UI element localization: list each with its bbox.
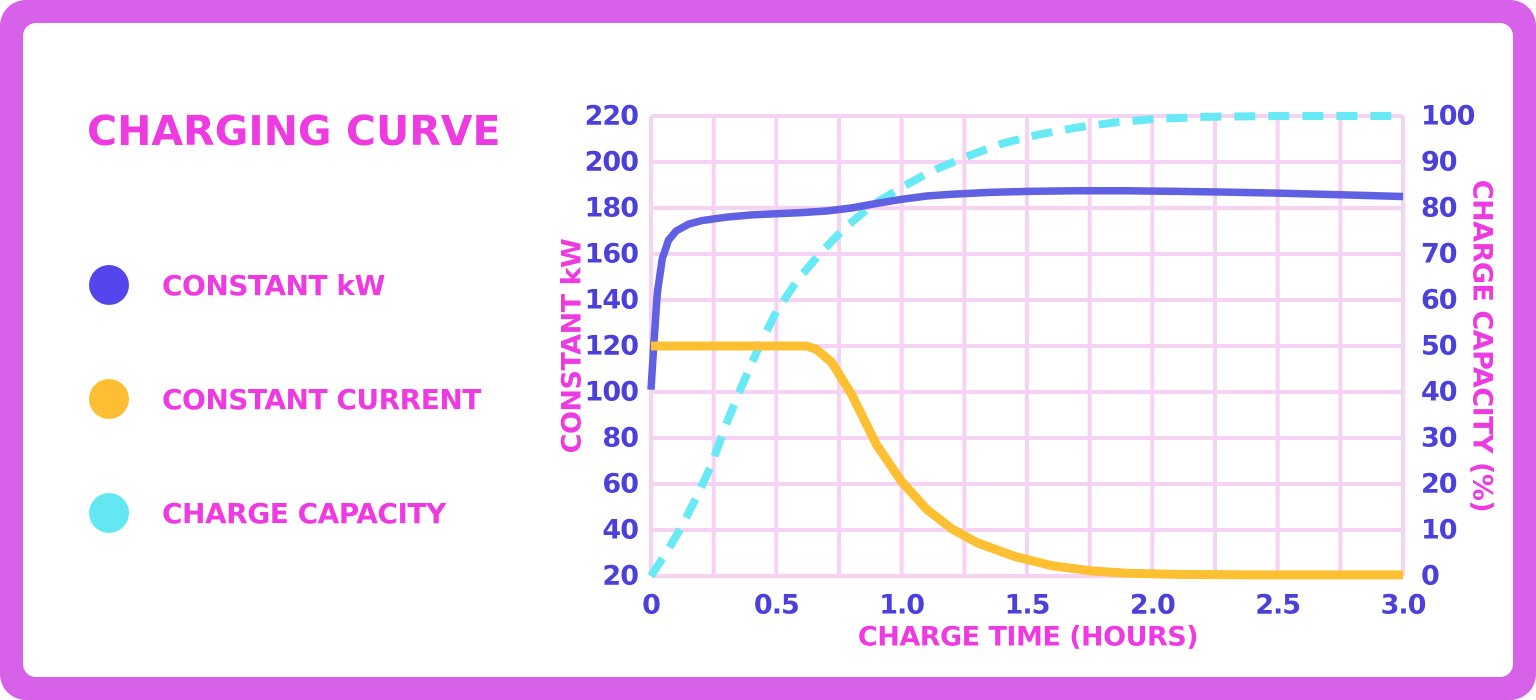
series-charge-capacity	[647, 112, 1403, 579]
y-left-tick: 20	[602, 560, 639, 592]
charging-curve-chart: CONSTANT kW CHARGE CAPACITY (%) CHARGE T…	[23, 23, 1513, 677]
y-right-tick: 20	[1421, 468, 1458, 500]
x-tick: 0	[642, 589, 661, 621]
y-right-axis-title: CHARGE CAPACITY (%)	[1466, 179, 1498, 513]
legend-item-charge-capacity: CHARGE CAPACITY	[89, 493, 446, 533]
y-left-tick: 100	[584, 376, 639, 408]
x-tick: 1.0	[879, 589, 925, 621]
y-right-tick: 10	[1421, 514, 1458, 546]
y-left-tick: 40	[602, 514, 639, 546]
legend-label-constant-kw: CONSTANT kW	[162, 268, 385, 302]
y-right-tick: 30	[1421, 422, 1458, 454]
y-left-tick: 140	[584, 284, 639, 316]
series-constant-kw	[647, 187, 1404, 390]
y-right-tick: 50	[1421, 330, 1458, 362]
y-left-tick: 60	[602, 468, 639, 500]
page-title: CHARGING CURVE	[87, 107, 501, 155]
series-constant-current	[651, 341, 1403, 580]
legend-item-constant-kw: CONSTANT kW	[89, 265, 385, 305]
y-right-tick: 80	[1421, 192, 1458, 224]
legend-item-constant-current: CONSTANT CURRENT	[89, 379, 481, 419]
x-axis-title: CHARGE TIME (HOURS)	[857, 621, 1199, 653]
y-left-tick: 160	[584, 238, 639, 270]
constant-kw-dot-icon	[89, 265, 129, 305]
x-tick: 3.0	[1380, 589, 1427, 621]
chart-plot-svg	[647, 112, 1405, 580]
card-panel: CHARGING CURVE CONSTANT kW CONSTANT CURR…	[23, 23, 1513, 677]
legend-label-constant-current: CONSTANT CURRENT	[162, 382, 481, 416]
y-right-tick: 60	[1421, 284, 1458, 316]
constant-current-dot-icon	[89, 379, 129, 419]
y-left-tick: 180	[584, 192, 639, 224]
y-left-tick: 120	[584, 330, 639, 362]
x-tick: 2.5	[1255, 589, 1301, 621]
y-right-tick: 0	[1421, 560, 1440, 592]
y-left-tick: 220	[584, 100, 639, 132]
x-tick: 1.5	[1004, 589, 1051, 621]
x-tick: 2.0	[1129, 589, 1176, 621]
charge-capacity-dot-icon	[89, 493, 129, 533]
y-left-tick: 200	[584, 146, 639, 178]
x-tick: 0.5	[753, 589, 800, 621]
y-right-tick: 90	[1421, 146, 1458, 178]
y-right-tick: 70	[1421, 238, 1458, 270]
y-right-tick: 40	[1421, 376, 1458, 408]
y-right-tick: 100	[1421, 100, 1475, 132]
legend-label-charge-capacity: CHARGE CAPACITY	[162, 496, 446, 530]
y-left-tick: 80	[602, 422, 639, 454]
